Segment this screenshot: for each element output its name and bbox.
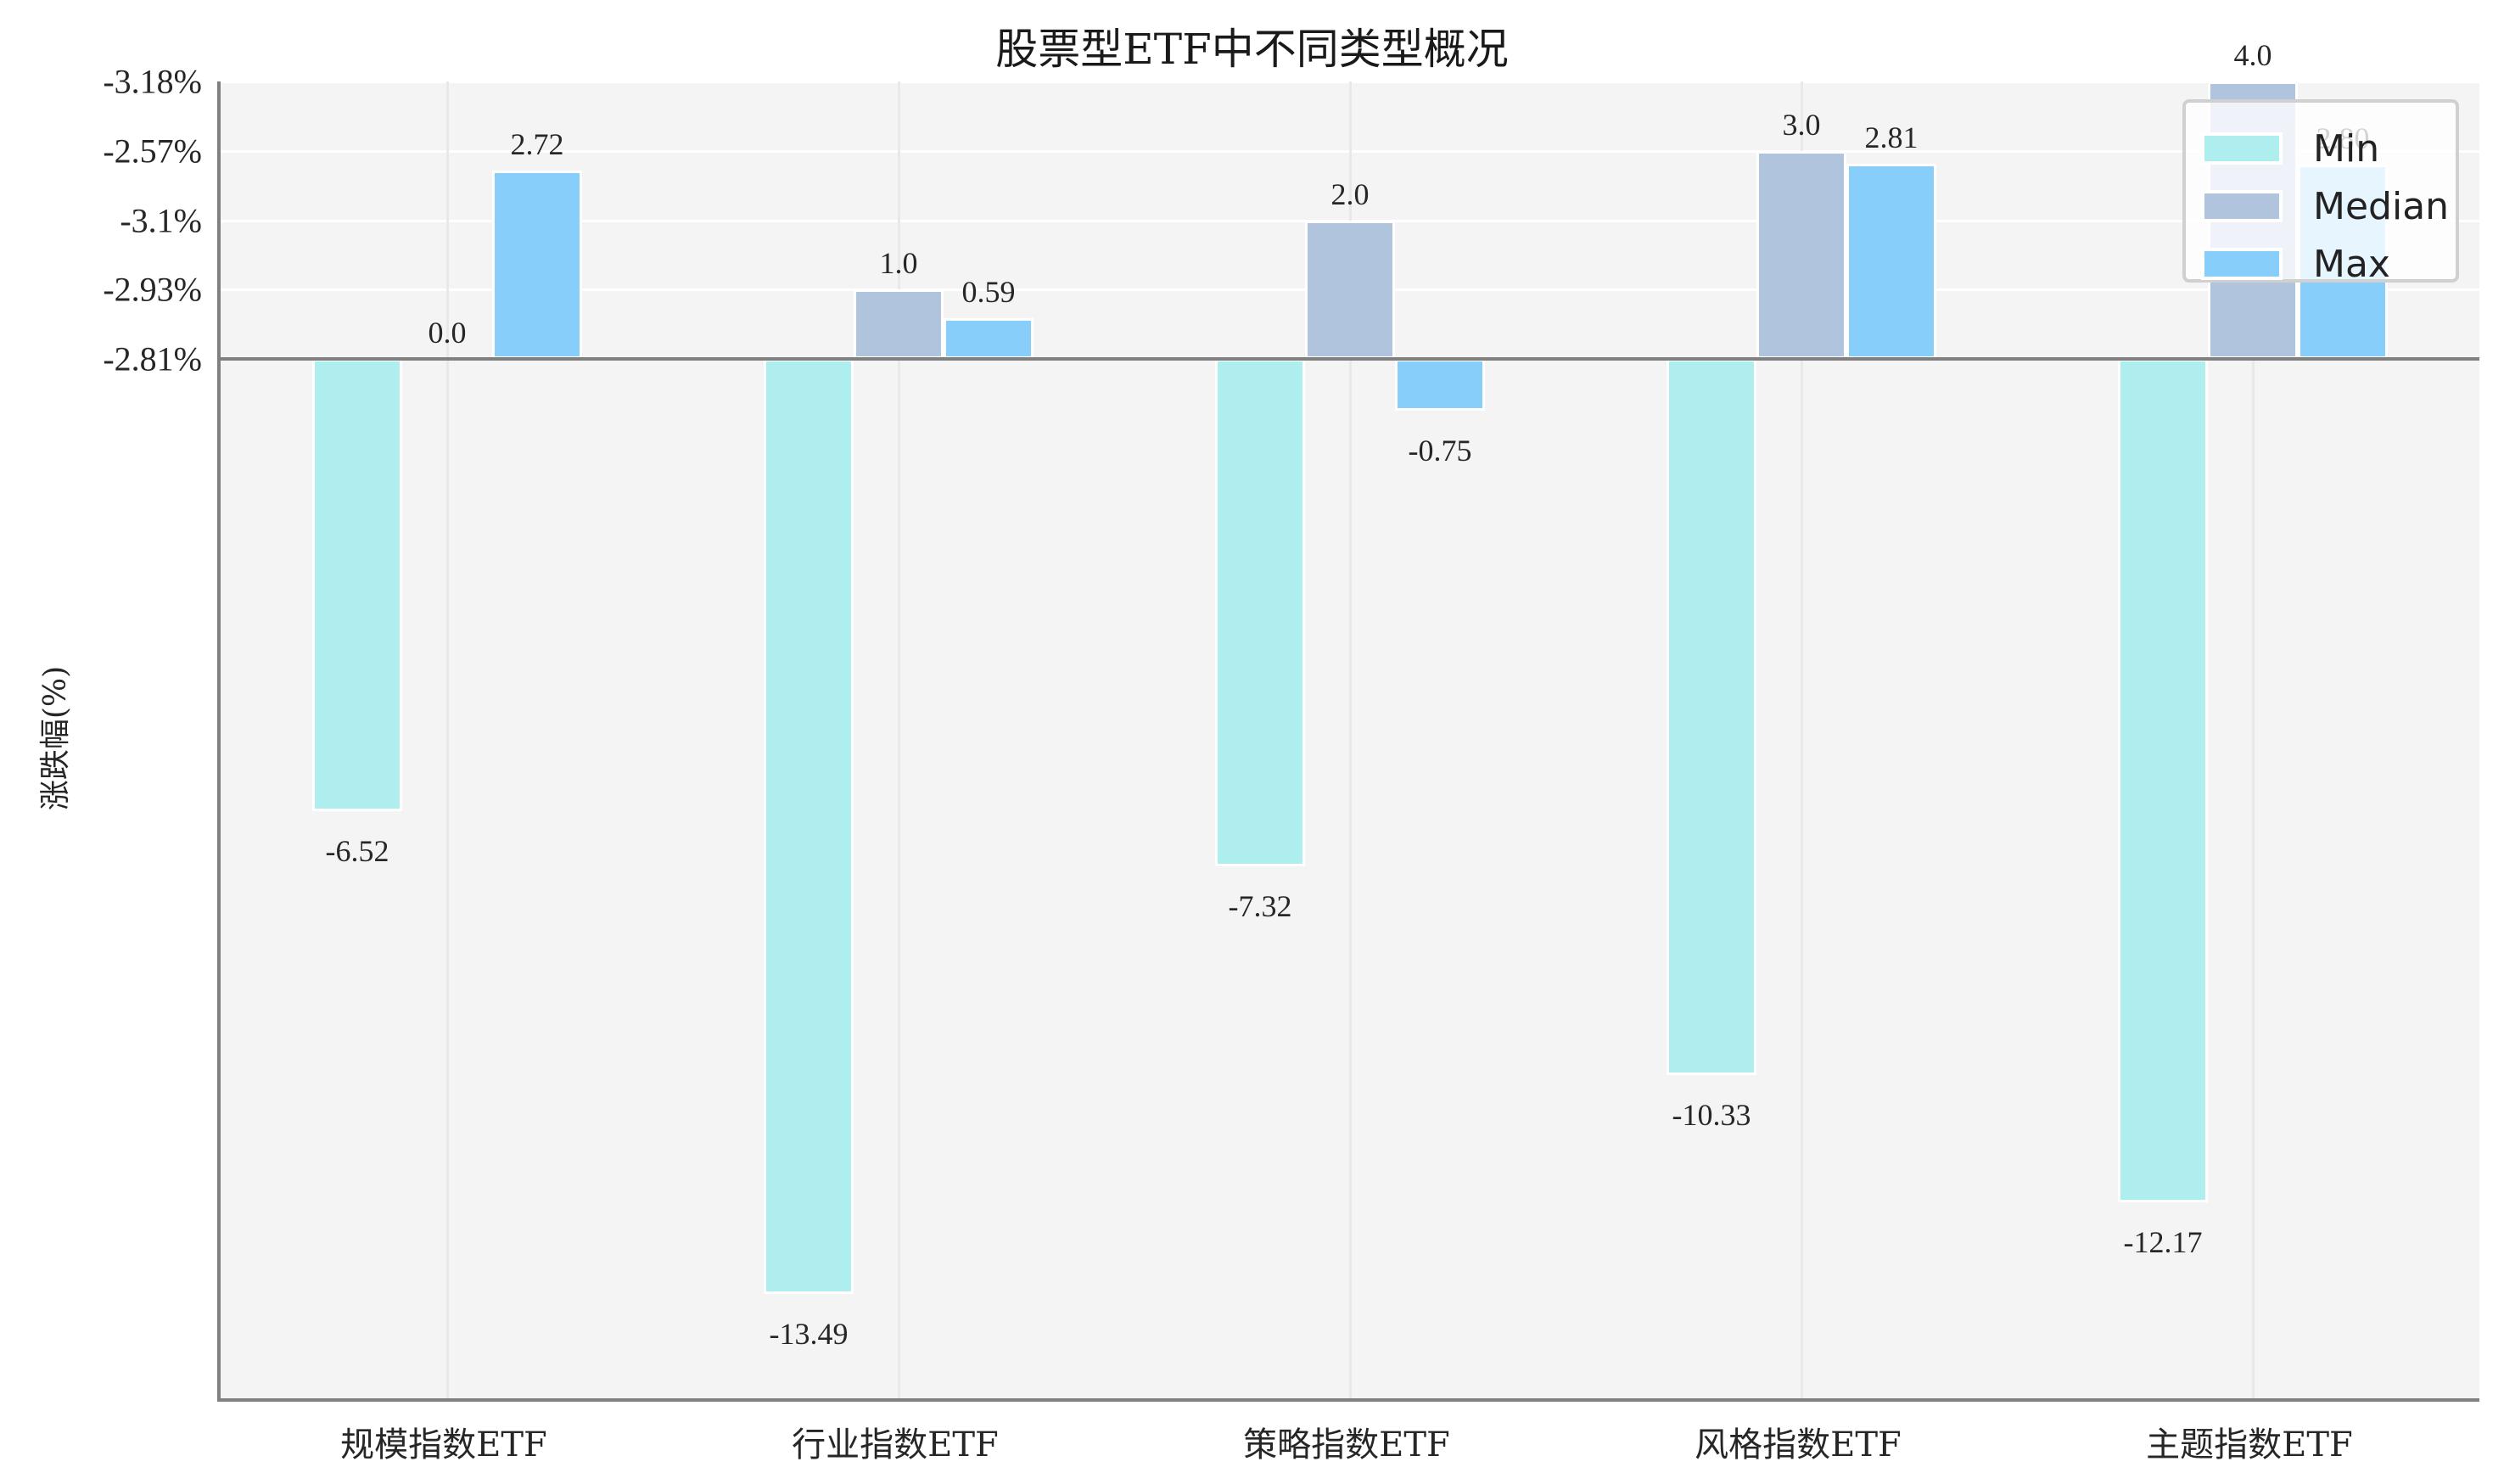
- legend-item-median: Median: [2201, 181, 2449, 232]
- bar-min: [2118, 359, 2208, 1203]
- y-tick-label: -3.1%: [120, 201, 202, 240]
- zero-line: [221, 357, 2479, 361]
- y-axis-label: 涨跌幅(%): [38, 665, 73, 811]
- plot-area: -6.52 -13.49 -7.32 -10.33 -12.17 0.0 1.0 2.0 3.0…: [217, 38, 2479, 1402]
- x-tick-label: 规模指数ETF: [340, 1425, 547, 1464]
- legend-swatch-min: [2201, 132, 2283, 165]
- legend: Min Median Max: [2182, 99, 2459, 286]
- bar-value-label: 0.59: [961, 274, 1016, 309]
- bar-value-label: 3.0: [1782, 107, 1821, 142]
- legend-item-max: Max: [2201, 238, 2390, 289]
- chart-title: 股票型ETF中不同类型概况: [995, 25, 1509, 74]
- legend-swatch-max: [2201, 248, 2283, 280]
- bar-value-label: 4.0: [2233, 38, 2272, 73]
- bar-value-label: -7.32: [1228, 889, 1292, 924]
- bar-value-label: -0.75: [1408, 434, 1472, 468]
- legend-item-min: Min: [2201, 123, 2379, 174]
- bar-min: [1667, 359, 1756, 1075]
- bar-max: [1395, 359, 1485, 412]
- bar-value-label: -13.49: [769, 1317, 849, 1352]
- bar-min: [764, 359, 854, 1295]
- x-tick-label: 行业指数ETF: [792, 1425, 999, 1464]
- x-tick-label: 主题指数ETF: [2146, 1425, 2353, 1464]
- y-tick-label: -2.81%: [103, 339, 202, 378]
- gridline-vertical: [898, 81, 900, 1398]
- legend-swatch-median: [2201, 190, 2283, 222]
- bar-max: [1846, 164, 1936, 359]
- bar-median: [1756, 150, 1846, 359]
- bar-median: [854, 289, 944, 359]
- y-tick-label: -3.18%: [103, 62, 202, 101]
- bar-value-label: 1.0: [879, 246, 918, 281]
- bar-max: [944, 317, 1034, 359]
- bar-value-label: 2.72: [510, 126, 564, 161]
- gridline-vertical: [1801, 81, 1803, 1398]
- bar-value-label: 0.0: [428, 316, 467, 350]
- bar-value-label: 2.81: [1864, 120, 1919, 155]
- gridline-vertical: [1349, 81, 1352, 1398]
- legend-label-min: Min: [2313, 126, 2380, 171]
- bar-value-label: -10.33: [1672, 1097, 1751, 1132]
- gridline-vertical: [446, 81, 449, 1398]
- gridline-vertical: [2252, 81, 2255, 1398]
- bar-value-label: -12.17: [2123, 1225, 2203, 1260]
- x-tick-label: 风格指数ETF: [1695, 1425, 1902, 1464]
- legend-label-max: Max: [2313, 242, 2390, 286]
- bar-min: [1215, 359, 1305, 867]
- bar-value-label: -6.52: [325, 833, 389, 868]
- x-tick-label: 策略指数ETF: [1243, 1425, 1450, 1464]
- bar-min: [312, 359, 402, 811]
- y-tick-label: -2.57%: [103, 132, 202, 171]
- legend-label-median: Median: [2313, 184, 2450, 228]
- y-tick-label: -2.93%: [103, 270, 202, 309]
- bar-median: [1305, 220, 1395, 359]
- bar-max: [492, 170, 582, 359]
- bar-value-label: 2.0: [1330, 176, 1370, 211]
